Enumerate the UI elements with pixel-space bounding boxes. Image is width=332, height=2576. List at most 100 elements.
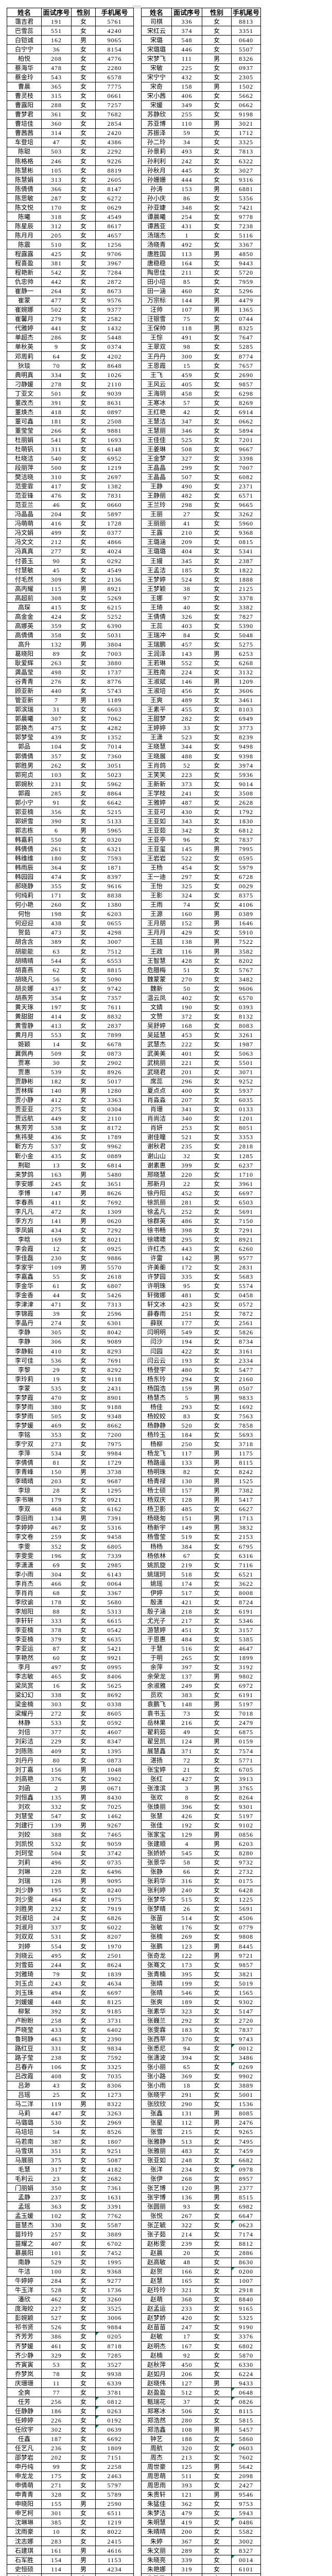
table-row: 崔蒙 477 女 9576 [7, 295, 134, 306]
name-cell: 翟莉茹 [141, 1727, 172, 1737]
name-cell: 庆珊珊 [7, 2378, 42, 2388]
number-cell: 108 [171, 2425, 202, 2435]
table-row: 贾远航 449 女 2110 [7, 1113, 134, 1124]
table-row: 黄甜甜 414 女 8832 [7, 1011, 134, 1022]
name-cell: 杜萌钒 [7, 444, 42, 454]
gender-cell: 女 [202, 1048, 232, 1059]
name-cell: 陈慧娟 [7, 175, 42, 185]
gender-cell: 男 [202, 946, 232, 957]
table-row: 车登培 47 女 4386 [7, 137, 134, 147]
table-row: 门丽娟 350 女 7361 [7, 2183, 134, 2193]
number-cell: 78 [41, 2369, 72, 2379]
table-row: 李会霞 12 女 0925 [7, 1244, 134, 1254]
table-row: 杨慧杰 5 男 9833 [141, 1393, 261, 1403]
phone-cell: 2160 [231, 1374, 261, 1384]
table-row: 黄月月 553 女 7899 [7, 1030, 134, 1040]
table-row: 刘凯悦 532 女 9059 [7, 1839, 134, 1849]
name-cell: 郭小宁 [7, 798, 42, 808]
phone-cell: 2618 [95, 1272, 134, 1282]
number-cell: 463 [41, 2034, 72, 2044]
gender-cell: 女 [71, 1671, 96, 1682]
phone-cell: 3382 [231, 602, 261, 613]
number-cell: 80 [41, 1755, 72, 1766]
number-cell: 99 [41, 2462, 72, 2472]
gender-cell: 女 [71, 1253, 96, 1263]
name-cell: 王润泽 [141, 649, 172, 659]
number-cell: 314 [41, 128, 72, 138]
gender-cell: 女 [202, 1225, 232, 1235]
name-cell: 何迎迎 [7, 918, 42, 928]
number-cell: 438 [41, 918, 72, 928]
table-row: 潘欣 462 女 3260 [7, 2294, 134, 2304]
name-cell: 范雯霏 [7, 481, 42, 492]
phone-cell: 1175 [231, 1448, 261, 1459]
phone-cell: 7339 [95, 1551, 134, 1561]
phone-cell: 5457 [231, 2425, 261, 2435]
number-cell: 198 [41, 909, 72, 919]
name-cell: 王丽 [141, 509, 172, 519]
phone-cell: 7512 [95, 946, 134, 957]
table-row: 张晴 546 女 1565 [141, 1988, 261, 1998]
number-cell: 387 [41, 2136, 72, 2147]
gender-cell: 女 [202, 1244, 232, 1254]
gender-cell: 女 [71, 490, 96, 501]
gender-cell: 女 [202, 993, 232, 1003]
number-cell: 143 [171, 649, 202, 659]
name-cell: 王亚茹 [141, 825, 172, 836]
gender-cell: 女 [202, 2471, 232, 2481]
phone-cell: 5582 [231, 2527, 261, 2537]
table-row: 杨佳 293 女 1692 [141, 1402, 261, 1412]
name-cell: 武桃丽 [141, 1058, 172, 1068]
name-cell: 刘晓云 [7, 1951, 42, 1961]
gender-cell: 女 [71, 2266, 96, 2277]
phone-cell: 7007 [231, 463, 261, 473]
gender-cell: 女 [71, 2573, 96, 2576]
gender-cell: 女 [71, 2322, 96, 2332]
table-row: 武慧杰 222 女 1987 [141, 1039, 261, 1049]
number-cell: 234 [171, 2164, 202, 2175]
name-cell: 李梦雨 [7, 1402, 42, 1412]
table-row: 王丽丽 41 女 5960 [141, 518, 261, 529]
gender-cell: 男 [71, 1086, 96, 1096]
phone-cell: 1352 [95, 732, 134, 742]
phone-cell: 0744 [231, 314, 261, 324]
gender-cell: 女 [71, 1560, 96, 1570]
phone-cell: 8042 [95, 1327, 134, 1337]
table-row: 马璐璐 530 女 2969 [7, 2117, 134, 2128]
name-cell: 郭霞 [7, 788, 42, 799]
name-cell: 刘慧莹 [7, 1811, 42, 1821]
name-cell: 程露露 [7, 249, 42, 259]
number-cell: 167 [171, 2341, 202, 2351]
table-row: 赵慧 165 女 1007 [141, 2276, 261, 2286]
gender-cell: 男 [202, 1736, 232, 1747]
number-cell: 393 [171, 2480, 202, 2490]
number-cell: 480 [171, 1365, 202, 1375]
number-cell: 549 [171, 1327, 202, 1337]
phone-cell: 2886 [231, 2248, 261, 2258]
table-row: 周航 320 女 0603 [141, 2443, 261, 2453]
table-row: 王怡 325 女 0029 [141, 881, 261, 891]
number-cell: 16 [41, 1681, 72, 1691]
phone-cell: 6982 [231, 2201, 261, 2212]
number-cell: 45 [41, 565, 72, 575]
phone-cell: 1380 [95, 900, 134, 910]
table-row: 张敏 176 女 0779 [141, 1922, 261, 1933]
phone-cell: 7592 [95, 2053, 134, 2063]
phone-cell: 1280 [95, 1086, 134, 1096]
phone-cell: 9301 [231, 1802, 261, 1812]
number-cell: 170 [41, 202, 72, 213]
name-cell: 刘彩洁 [7, 1736, 42, 1747]
phone-cell: 3051 [95, 760, 134, 771]
table-row: 张欣欣 290 女 1536 [141, 2099, 261, 2109]
table-row: 杨国浩 159 男 0507 [141, 1383, 261, 1394]
number-cell: 309 [41, 574, 72, 585]
table-row: 王亚茹 342 女 6812 [141, 825, 261, 836]
table-row: 来梦鸽 163 男 5480 [7, 1170, 134, 1180]
table-row: 史恒硕 114 男 4234 [7, 2564, 134, 2574]
gender-cell: 女 [202, 1811, 232, 1821]
name-cell: 王璐涵 [141, 537, 172, 547]
gender-cell: 女 [71, 1718, 96, 1728]
name-cell: 王慧丽 [141, 426, 172, 436]
name-cell: 单秋英 [7, 342, 42, 352]
name-cell: 李金香 [7, 1290, 42, 1300]
